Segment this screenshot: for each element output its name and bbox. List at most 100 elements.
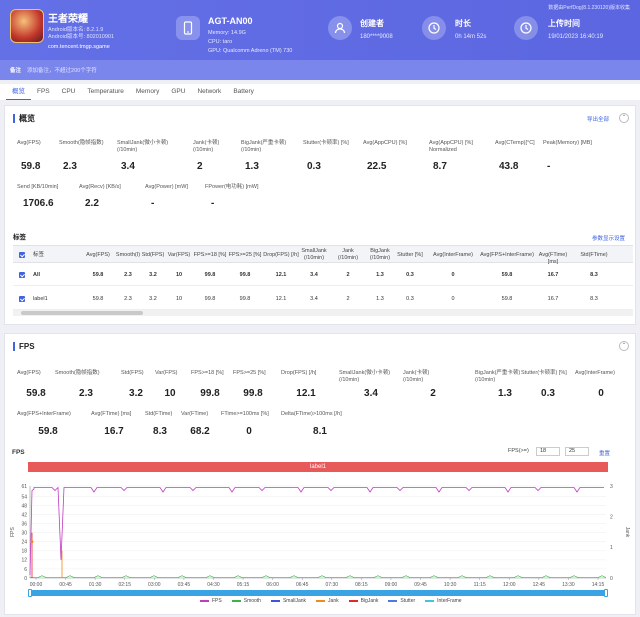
y-tick-label: 36	[21, 522, 27, 528]
table-cell: 2.3	[124, 296, 132, 302]
fps-metric-label: Var(FPS)	[155, 370, 178, 376]
legend-item-fps[interactable]: FPS	[200, 598, 222, 604]
metric-label: BigJank(严重卡顿) (/10min)	[241, 140, 287, 153]
app-icon	[10, 9, 44, 43]
metric-label: Avg(Power) [mW]	[145, 184, 188, 190]
fps-metric-label: Avg(FPS+InterFrame)	[17, 411, 71, 417]
table-header-cell[interactable]: Avg(FTime) [ms]	[538, 252, 568, 265]
y-tick-label: 42	[21, 512, 27, 518]
table-row[interactable]: label1 59.8 2.3 3.2 10 99.8 99.8 12.1 3.4 2 1.3 0.3…	[13, 288, 633, 310]
legend-item-interframe[interactable]: InterFrame	[425, 598, 462, 604]
timeline-handle-left[interactable]	[28, 589, 32, 597]
table-header-cell[interactable]: 标签	[33, 252, 45, 258]
android-code: Android版本号: 802010901	[48, 34, 115, 40]
fps-series-line	[29, 486, 604, 575]
fps-metric-label: Std(FTime)	[145, 411, 173, 417]
label-bar[interactable]: label1	[28, 462, 608, 472]
legend-swatch	[348, 600, 358, 602]
select-all-checkbox[interactable]	[19, 252, 25, 258]
scrollbar-thumb[interactable]	[21, 311, 143, 315]
fps-metric-label: Smooth(隐帧指数)	[55, 370, 100, 376]
fps-metric-value: 3.2	[129, 388, 143, 399]
table-header-cell[interactable]: FPS>=25 [%]	[228, 252, 262, 258]
table-cell: 59.8	[92, 296, 104, 302]
reset-link[interactable]: 重置	[599, 451, 611, 457]
table-cell: 3.4	[310, 296, 318, 302]
metric-value: 2.2	[85, 198, 99, 209]
export-all-link[interactable]: 导出全部	[586, 117, 609, 123]
fps-filter-high-input[interactable]: 25	[565, 447, 589, 456]
fps-metric-label: Avg(InterFrame)	[575, 370, 615, 376]
tab-gpu[interactable]: GPU	[171, 88, 186, 95]
x-tick-label: 03:45	[178, 582, 191, 588]
table-row[interactable]: All 59.8 2.3 3.2 10 99.8 99.8 12.1 3.4 2 1.3 0.3 0 59…	[13, 264, 633, 286]
table-header-cell[interactable]: Std(FPS)	[141, 252, 165, 258]
fps-metric-value: 68.2	[190, 426, 210, 437]
table-header-cell[interactable]: SmallJank (/10min)	[301, 248, 327, 261]
tab-fps[interactable]: FPS	[37, 88, 50, 95]
metric-value: -	[211, 198, 215, 209]
table-header-cell[interactable]: Smooth(I)	[115, 252, 141, 258]
x-tick-label: 12:45	[533, 582, 546, 588]
row-checkbox[interactable]	[19, 296, 25, 302]
fps-metric-label: FTime>=100ms [%]	[221, 411, 269, 417]
fps-metric-label: Drop(FPS) [/h]	[281, 370, 317, 376]
tab-temperature[interactable]: Temperature	[87, 88, 124, 95]
timeline-handle-right[interactable]	[604, 589, 608, 597]
table-header-cell[interactable]: FPS>=18 [%]	[193, 252, 227, 258]
y-tick-label: 18	[21, 549, 27, 555]
table-cell: 1.3	[376, 296, 384, 302]
metric-value: 2	[197, 161, 203, 172]
tab-overview[interactable]: 概览	[6, 84, 31, 100]
device-memory: Memory: 14.9G	[208, 30, 246, 36]
fps-filter-low-input[interactable]: 18	[536, 447, 560, 456]
fps-metric-value: 8.3	[153, 426, 167, 437]
tab-cpu[interactable]: CPU	[61, 88, 76, 95]
metric-label: SmallJank(微小卡顿) (/10min)	[117, 140, 169, 153]
metric-value: 1706.6	[23, 198, 54, 209]
tab-memory[interactable]: Memory	[135, 88, 160, 95]
row-checkbox[interactable]	[19, 272, 25, 278]
note-bar[interactable]: 备注 添加备注，不超过200个字符	[0, 60, 640, 80]
legend-label: Smooth	[243, 598, 261, 604]
legend-item-jank[interactable]: Jank	[316, 598, 339, 604]
legend-item-stutter[interactable]: Stutter	[388, 598, 415, 604]
table-header-cell[interactable]: Avg(FPS)	[86, 252, 110, 258]
table-header-cell[interactable]: Var(FPS)	[167, 252, 191, 258]
legend-item-smooth[interactable]: Smooth	[231, 598, 261, 604]
table-cell: 8.3	[590, 296, 598, 302]
table-header-cell[interactable]: Drop(FPS) [/h]	[263, 252, 299, 258]
table-header-cell[interactable]: Stutter [%]	[397, 252, 423, 258]
x-tick-label: 06:45	[296, 582, 309, 588]
table-header-cell[interactable]: Jank (/10min)	[337, 248, 359, 261]
tab-battery[interactable]: Battery	[233, 88, 254, 95]
legend-item-smalljank[interactable]: SmallJank	[270, 598, 306, 604]
tab-network[interactable]: Network	[197, 88, 222, 95]
table-scrollbar[interactable]	[13, 310, 633, 316]
fps-metric-label: Var(FTime)	[181, 411, 209, 417]
metric-label: Avg(AppCPU) [%]	[363, 140, 407, 146]
fps-metric-label: FPS>=25 [%]	[233, 370, 266, 376]
package-name: com.tencent.tmgp.sgame	[48, 44, 110, 50]
timeline-scrollbar[interactable]	[28, 589, 608, 597]
legend-item-bigjank[interactable]: BigJank	[348, 598, 378, 604]
table-header: 标签 Avg(FPS) Smooth(I) Std(FPS) Var(FPS) FPS>=…	[13, 245, 633, 265]
table-header-cell[interactable]: Avg(InterFrame)	[433, 252, 473, 258]
table-header-cell[interactable]: Std(FTime)	[580, 252, 608, 258]
fps-metric-value: 10	[164, 388, 176, 399]
device-gpu: GPU: Qualcomm Adreno (TM) 730	[208, 48, 293, 54]
collapse-icon[interactable]: ⌃	[619, 113, 629, 123]
user-icon	[328, 16, 352, 40]
fps-metric-label: Avg(FTime) [ms]	[91, 411, 132, 417]
y-tick-label: 30	[21, 531, 27, 537]
table-header-cell[interactable]: Avg(FPS+InterFrame)	[480, 252, 534, 258]
metric-label: Stutter(卡顿率) [%]	[303, 140, 349, 146]
y2-tick-label: 1	[610, 545, 613, 551]
table-cell: 59.8	[501, 296, 513, 302]
param-settings-link[interactable]: 参数显示设置	[591, 236, 625, 242]
table-header-cell[interactable]: BigJank (/10min)	[369, 248, 391, 261]
y2-tick-label: 3	[610, 484, 613, 490]
metric-value: 1.3	[245, 161, 259, 172]
collapse-icon[interactable]: ⌃	[619, 341, 629, 351]
note-input[interactable]: 添加备注，不超过200个字符	[27, 68, 97, 74]
